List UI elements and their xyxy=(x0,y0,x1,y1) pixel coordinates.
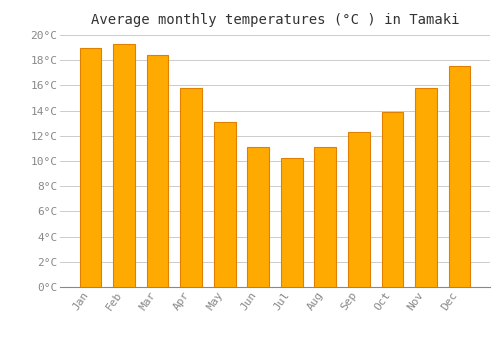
Bar xyxy=(80,48,102,287)
Bar xyxy=(113,44,135,287)
Bar xyxy=(281,159,302,287)
Bar xyxy=(448,66,470,287)
Bar xyxy=(348,132,370,287)
Title: Average monthly temperatures (°C ) in Tamaki: Average monthly temperatures (°C ) in Ta… xyxy=(91,13,459,27)
Bar xyxy=(248,147,269,287)
Bar xyxy=(146,55,169,287)
Bar xyxy=(415,88,437,287)
Bar xyxy=(214,122,236,287)
Bar xyxy=(180,88,202,287)
Bar xyxy=(382,112,404,287)
Bar xyxy=(314,147,336,287)
